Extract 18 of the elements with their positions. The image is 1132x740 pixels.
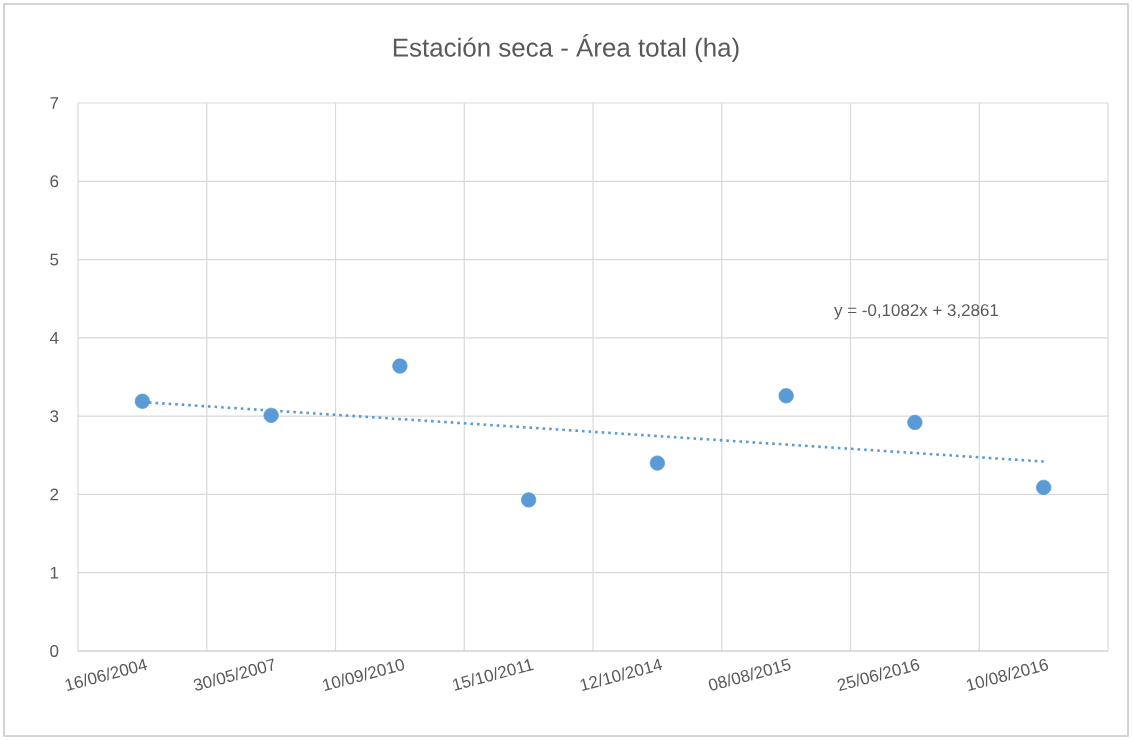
y-tick-label: 7 bbox=[50, 97, 59, 109]
y-tick-label: 1 bbox=[50, 566, 59, 579]
point bbox=[778, 388, 794, 404]
annotation: y = -0,1082x + 3,2861 bbox=[834, 304, 998, 320]
y-tick-label: 2 bbox=[50, 488, 59, 501]
chart-title: Estación seca - Área total (ha) bbox=[393, 34, 739, 62]
y-tick-label: 0 bbox=[50, 645, 59, 657]
y-tick-label: 4 bbox=[49, 332, 59, 344]
point bbox=[907, 414, 923, 431]
point bbox=[1036, 479, 1052, 495]
point bbox=[649, 455, 665, 471]
point bbox=[134, 393, 150, 409]
point bbox=[521, 492, 537, 508]
y-tick-label: 5 bbox=[50, 253, 59, 266]
y-tick-label: 3 bbox=[50, 410, 59, 423]
y-tick-label: 6 bbox=[50, 175, 59, 188]
point bbox=[263, 407, 279, 423]
point bbox=[392, 358, 408, 374]
